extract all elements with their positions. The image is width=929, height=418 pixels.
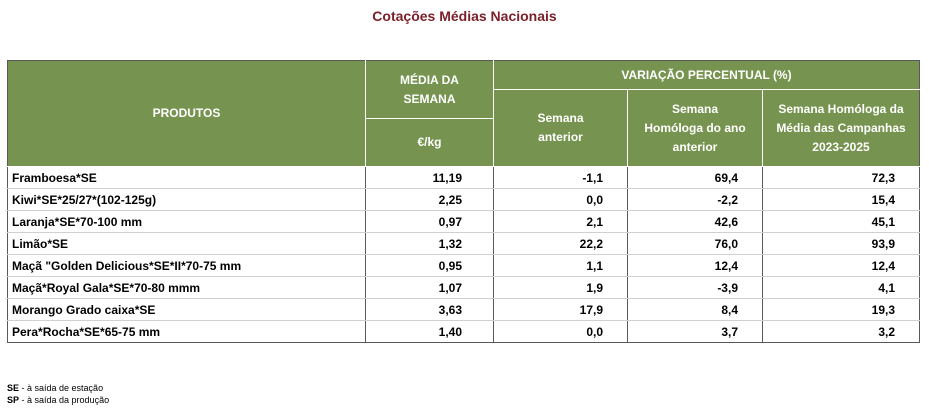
footnote-text: - à saída de estação: [19, 383, 104, 393]
header-semana-homologa-campanhas: Semana Homóloga da Média das Campanhas 2…: [762, 89, 920, 167]
footnote-abbr: SE: [7, 383, 20, 393]
campanhas-value: 4,1: [762, 276, 920, 299]
media-value: 2,25: [365, 188, 494, 211]
product-name: Laranja*SE*70-100 mm: [7, 210, 366, 233]
product-name: Kiwi*SE*25/27*(102-125g): [7, 188, 366, 211]
homologa-value: 8,4: [627, 298, 763, 321]
product-name: Pera*Rocha*SE*65-75 mm: [7, 320, 366, 343]
footnote-abbr: SP: [7, 395, 20, 405]
product-name: Limão*SE: [7, 232, 366, 255]
anterior-value: 17,9: [493, 298, 628, 321]
footnotes: SE - à saída de estação SP - à saída da …: [7, 382, 109, 406]
header-produtos: PRODUTOS: [7, 60, 366, 167]
table-row: Kiwi*SE*25/27*(102-125g) 2,25 0,0 -2,2 1…: [7, 188, 920, 211]
product-name: Maçã*Royal Gala*SE*70-80 mmm: [7, 276, 366, 299]
anterior-value: 0,0: [493, 320, 628, 343]
media-value: 0,97: [365, 210, 494, 233]
anterior-value: -1,1: [493, 166, 628, 189]
table-row: Limão*SE 1,32 22,2 76,0 93,9: [7, 232, 920, 255]
homologa-value: -2,2: [627, 188, 763, 211]
campanhas-value: 15,4: [762, 188, 920, 211]
anterior-value: 1,9: [493, 276, 628, 299]
campanhas-value: 19,3: [762, 298, 920, 321]
table-row: Maçã "Golden Delicious*SE*II*70-75 mm 0,…: [7, 254, 920, 277]
homologa-value: 76,0: [627, 232, 763, 255]
table-row: Laranja*SE*70-100 mm 0,97 2,1 42,6 45,1: [7, 210, 920, 233]
media-value: 11,19: [365, 166, 494, 189]
anterior-value: 1,1: [493, 254, 628, 277]
table-row: Framboesa*SE 11,19 -1,1 69,4 72,3: [7, 166, 920, 189]
product-name: Framboesa*SE: [7, 166, 366, 189]
footnote: SP - à saída da produção: [7, 394, 109, 406]
media-value: 0,95: [365, 254, 494, 277]
table-row: Maçã*Royal Gala*SE*70-80 mmm 1,07 1,9 -3…: [7, 276, 920, 299]
homologa-value: 12,4: [627, 254, 763, 277]
header-semana-anterior: Semana anterior: [493, 89, 628, 167]
campanhas-value: 3,2: [762, 320, 920, 343]
header-variacao: VARIAÇÃO PERCENTUAL (%): [493, 60, 920, 90]
media-value: 1,32: [365, 232, 494, 255]
header-semana-homologa: Semana Homóloga do ano anterior: [627, 89, 763, 167]
table-row: Pera*Rocha*SE*65-75 mm 1,40 0,0 3,7 3,2: [7, 320, 920, 343]
campanhas-value: 72,3: [762, 166, 920, 189]
prices-table: PRODUTOS MÉDIA DA SEMANA VARIAÇÃO PERCEN…: [7, 60, 920, 343]
homologa-value: 3,7: [627, 320, 763, 343]
header-unit: €/kg: [365, 118, 494, 167]
product-name: Maçã "Golden Delicious*SE*II*70-75 mm: [7, 254, 366, 277]
product-name: Morango Grado caixa*SE: [7, 298, 366, 321]
page-title: Cotações Médias Nacionais: [372, 8, 557, 24]
table-row: Morango Grado caixa*SE 3,63 17,9 8,4 19,…: [7, 298, 920, 321]
anterior-value: 0,0: [493, 188, 628, 211]
footnote: SE - à saída de estação: [7, 382, 109, 394]
footnote-text: - à saída da produção: [19, 395, 110, 405]
header-media-semana: MÉDIA DA SEMANA: [365, 60, 494, 119]
media-value: 3,63: [365, 298, 494, 321]
anterior-value: 22,2: [493, 232, 628, 255]
campanhas-value: 93,9: [762, 232, 920, 255]
homologa-value: -3,9: [627, 276, 763, 299]
campanhas-value: 45,1: [762, 210, 920, 233]
campanhas-value: 12,4: [762, 254, 920, 277]
anterior-value: 2,1: [493, 210, 628, 233]
media-value: 1,07: [365, 276, 494, 299]
homologa-value: 69,4: [627, 166, 763, 189]
media-value: 1,40: [365, 320, 494, 343]
homologa-value: 42,6: [627, 210, 763, 233]
